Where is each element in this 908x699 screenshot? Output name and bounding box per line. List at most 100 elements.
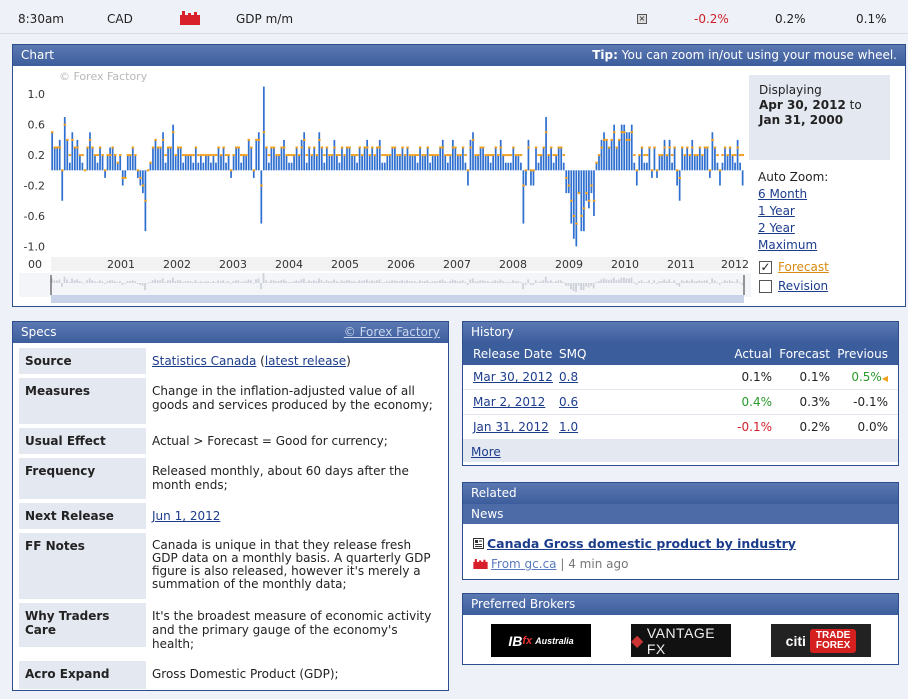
forecast-marker — [504, 154, 508, 157]
forecast-marker — [131, 146, 135, 149]
data-bar — [643, 162, 646, 171]
zoom-maximum[interactable]: Maximum — [758, 238, 818, 252]
forecast-marker — [658, 154, 661, 157]
navigator-bar — [73, 280, 76, 283]
data-bar — [716, 162, 719, 171]
forecast-toggle[interactable]: ✓ Forecast — [759, 260, 829, 274]
forecast-label[interactable]: Forecast — [778, 260, 829, 274]
release-date-link[interactable]: Mar 30, 2012 — [473, 370, 553, 384]
data-bar — [257, 132, 260, 171]
zoom-1-year[interactable]: 1 Year — [758, 204, 795, 218]
forecast-marker — [683, 154, 687, 157]
data-bar — [492, 155, 495, 171]
release-date-link[interactable]: Jan 31, 2012 — [473, 420, 549, 434]
chart-plot-area[interactable]: © Forex Factory 1.0 0.6 0.2 -0.2 -0.6 -1.0 00 20… — [19, 69, 751, 304]
data-bar — [318, 132, 321, 171]
event-forecast: 0.2% — [775, 12, 806, 26]
navigator-bar — [360, 281, 363, 283]
news-source-link[interactable]: From gc.ca — [491, 557, 557, 571]
next-release-link[interactable]: Jun 1, 2012 — [152, 509, 221, 523]
news-headline-link[interactable]: Canada Gross domestic product by industr… — [487, 536, 796, 551]
navigator-bar — [146, 283, 149, 284]
navigator-bar — [597, 281, 600, 283]
navigator-bar — [232, 281, 235, 283]
col-previous[interactable]: Previous — [837, 347, 888, 361]
forecast-marker — [726, 154, 729, 157]
navigator-bar — [260, 283, 262, 290]
data-bar — [328, 155, 331, 171]
navigator-bar — [358, 280, 361, 283]
data-bar — [605, 139, 608, 171]
displaying-box: Displaying Apr 30, 2012 to Jan 31, 2000 — [749, 75, 890, 160]
navigator-bar — [187, 281, 189, 283]
navigator-bar — [285, 281, 288, 283]
forecast-marker — [567, 184, 571, 187]
col-smq[interactable]: SMQ — [559, 347, 587, 361]
data-bar — [444, 155, 447, 171]
zoom-6-month[interactable]: 6 Month — [758, 187, 808, 201]
data-bar — [633, 162, 636, 171]
forecast-marker — [93, 154, 97, 157]
data-bar — [739, 162, 741, 171]
navigator-bar — [124, 283, 126, 284]
forecast-marker — [688, 154, 692, 157]
forecast-marker — [126, 154, 130, 157]
data-bar — [383, 162, 386, 171]
navigator-bar — [330, 281, 333, 283]
forecast-marker — [285, 154, 288, 157]
broker-vantage[interactable]: ◆ VANTAGE FX — [631, 624, 731, 657]
data-bar — [172, 124, 174, 171]
smq-link[interactable]: 0.8 — [559, 370, 579, 384]
source-link[interactable]: Statistics Canada — [152, 354, 257, 368]
revision-label[interactable]: Revision — [778, 279, 829, 293]
release-date-link[interactable]: Mar 2, 2012 — [473, 395, 546, 409]
gdp-bar-chart[interactable]: © Forex Factory 1.0 0.6 0.2 -0.2 -0.6 -1.0 00 20… — [19, 69, 751, 304]
navigator-bar — [665, 281, 668, 283]
forecast-marker — [703, 146, 707, 149]
forecast-marker — [643, 154, 646, 157]
data-bar — [623, 124, 626, 171]
spec-row-next-release: Next Release Jun 1, 2012 — [19, 503, 444, 529]
revision-toggle[interactable]: Revision — [759, 279, 828, 293]
range-end: Jan 31, 2000 — [759, 113, 844, 127]
broker-trade-forex[interactable]: citi TRADE FOREX — [771, 624, 871, 657]
data-bar — [260, 170, 263, 224]
forecast-marker — [350, 154, 354, 157]
col-actual[interactable]: Actual — [734, 347, 772, 361]
navigator-bar — [398, 281, 401, 283]
forecast-marker — [456, 154, 460, 157]
forecast-marker — [625, 138, 629, 141]
forecast-marker — [345, 146, 349, 149]
navigator-bar — [58, 279, 61, 283]
forecast-marker — [141, 184, 145, 187]
navigator-bar — [353, 281, 356, 283]
smq-link[interactable]: 1.0 — [559, 420, 579, 434]
data-bar — [142, 170, 144, 194]
navigator-bar — [197, 282, 199, 283]
broker-ibfx[interactable]: IB fx Australia — [491, 624, 591, 657]
forex-factory-link[interactable]: © Forex Factory — [343, 325, 440, 339]
forecast-marker — [464, 154, 467, 157]
forecast-marker — [83, 169, 87, 172]
y-tick-label: 0.6 — [28, 119, 46, 132]
zoom-2-year[interactable]: 2 Year — [758, 221, 795, 235]
data-bar — [527, 139, 530, 171]
data-bar — [320, 147, 323, 171]
forecast-checkbox[interactable]: ✓ — [759, 260, 772, 274]
paren-open: ( — [256, 354, 265, 368]
data-bar — [560, 147, 563, 171]
data-bar — [635, 170, 638, 186]
data-bar — [640, 147, 643, 171]
revision-checkbox[interactable] — [759, 280, 772, 293]
col-release-date[interactable]: Release Date — [473, 347, 553, 361]
smq-link[interactable]: 0.6 — [559, 395, 579, 409]
data-bar — [338, 162, 341, 171]
event-row[interactable]: 8:30am CAD GDP m/m × -0.2% 0.2% 0.1% — [0, 0, 908, 34]
detail-close-icon[interactable]: × — [637, 14, 647, 24]
forecast-marker — [492, 154, 495, 157]
latest-release-link[interactable]: latest release — [264, 354, 347, 368]
navigator-bar — [509, 282, 512, 283]
more-link[interactable]: More — [471, 445, 501, 459]
col-forecast[interactable]: Forecast — [779, 347, 830, 361]
data-bar — [167, 147, 169, 171]
